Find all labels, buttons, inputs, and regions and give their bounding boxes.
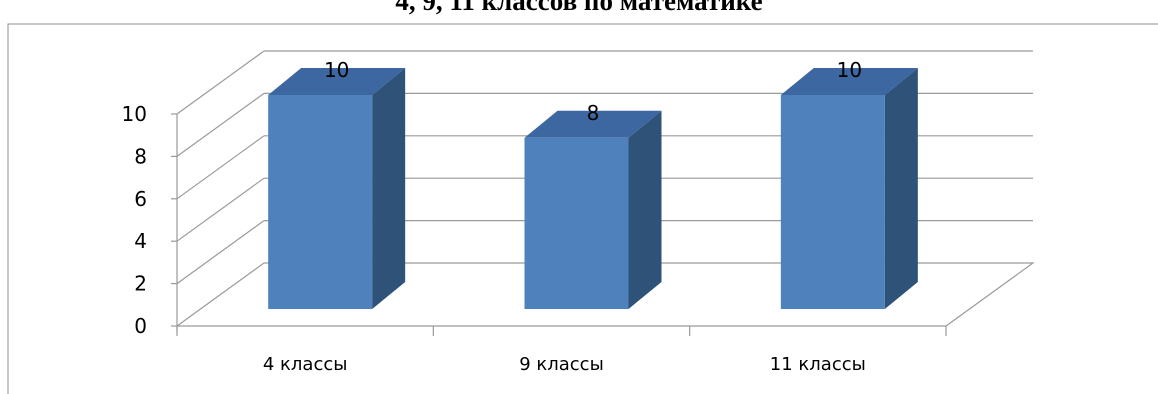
bar [780,68,918,309]
y-tick-label: 8 [134,144,147,168]
bar [524,110,662,309]
bar-side [884,68,918,309]
x-tick-label: 9 классы [519,354,604,375]
gridline-wall [176,220,265,285]
chart-border [7,23,1158,394]
gridline-wall [176,92,265,157]
bar-top [524,110,662,138]
bar-side [628,110,662,309]
bar-top [268,68,406,95]
chart-title: 4, 9, 11 классов по математике [395,0,763,16]
y-tick-label: 2 [134,272,147,296]
gridline-wall [176,262,265,327]
y-tick-label: 4 [134,229,147,253]
y-tick-label: 10 [122,102,147,126]
gridline-wall [176,177,265,242]
data-label: 10 [837,58,862,82]
bar-front [268,95,373,309]
data-label: 10 [324,58,349,82]
bar-front [780,95,885,309]
y-tick-label: 6 [134,187,147,211]
x-tick-label: 4 классы [263,354,348,375]
y-tick-label: 0 [134,314,147,338]
data-label: 8 [587,101,600,125]
gridline-wall [176,50,265,115]
bar-front [524,137,629,309]
gridline-wall [176,135,265,200]
x-tick-label: 11 классы [770,354,866,375]
bar-top [780,68,918,95]
bar-side [372,68,406,309]
bar [268,68,406,309]
